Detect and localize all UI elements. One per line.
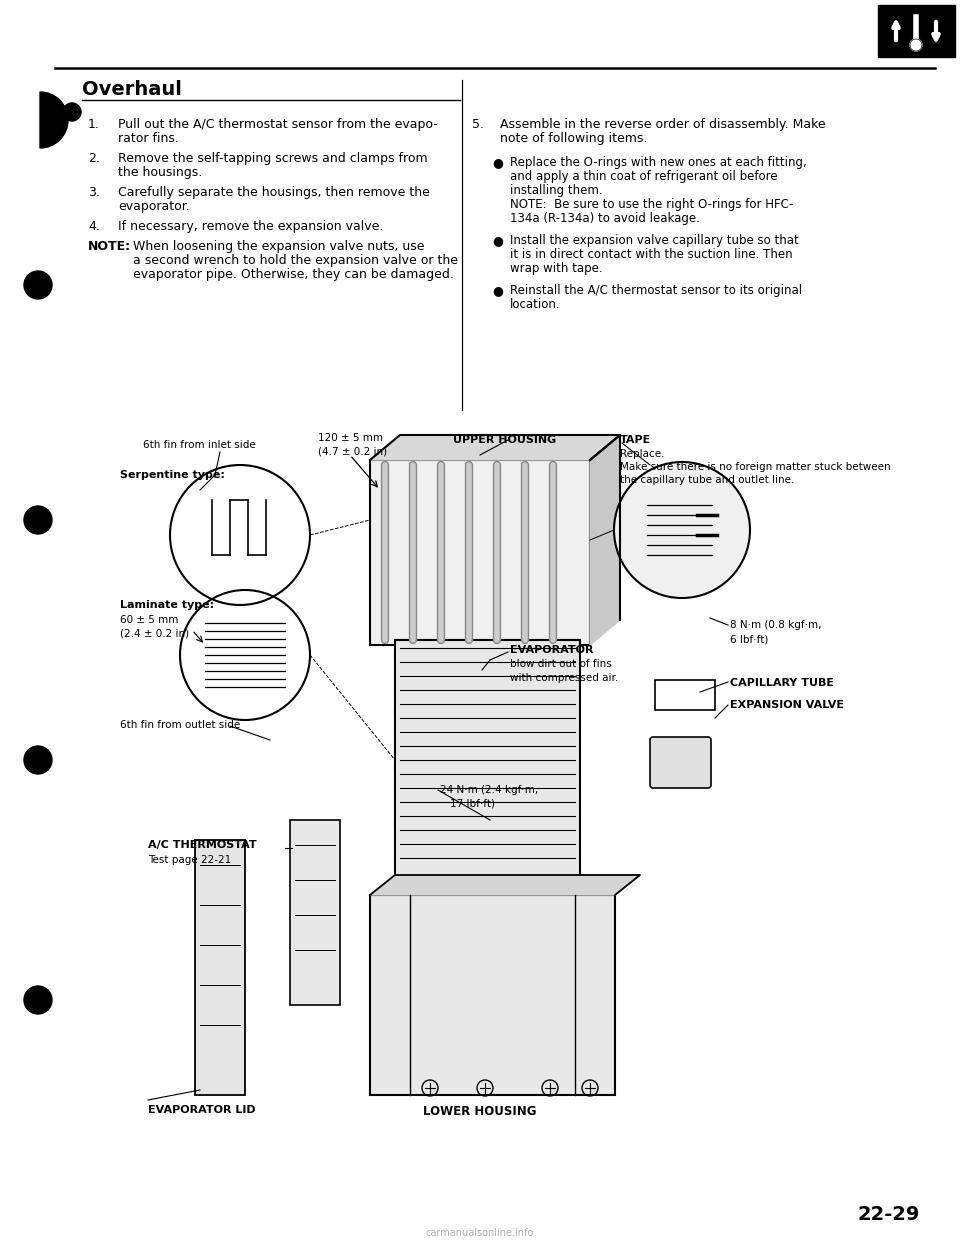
Text: Test page 22-21: Test page 22-21: [148, 854, 231, 864]
Bar: [195, 840, 245, 1095]
Polygon shape: [370, 876, 640, 895]
Text: with compressed air.: with compressed air.: [510, 673, 618, 683]
Bar: [395, 640, 580, 881]
Text: NOTE:: NOTE:: [88, 240, 132, 253]
Text: 4.: 4.: [88, 220, 100, 233]
Bar: [370, 895, 615, 1095]
Text: Pull out the A/C thermostat sensor from the evapo-: Pull out the A/C thermostat sensor from …: [118, 118, 438, 130]
Text: 3.: 3.: [88, 186, 100, 199]
Text: EXPANSION VALVE: EXPANSION VALVE: [730, 700, 844, 710]
Text: 22-29: 22-29: [857, 1205, 920, 1225]
Text: 6th fin from outlet side: 6th fin from outlet side: [120, 720, 240, 730]
Text: note of following items.: note of following items.: [500, 132, 647, 145]
Text: 6th fin from inlet side: 6th fin from inlet side: [143, 440, 255, 450]
Text: (2.4 ± 0.2 in): (2.4 ± 0.2 in): [120, 628, 189, 638]
Text: Replace the O-rings with new ones at each fitting,: Replace the O-rings with new ones at eac…: [510, 156, 806, 169]
Text: TAPE: TAPE: [620, 435, 651, 445]
Text: Overhaul: Overhaul: [82, 79, 181, 99]
Polygon shape: [370, 435, 620, 460]
Text: ●: ●: [492, 233, 503, 247]
Text: it is in direct contact with the suction line. Then: it is in direct contact with the suction…: [510, 248, 793, 261]
Text: the housings.: the housings.: [118, 166, 203, 179]
Text: NOTE:  Be sure to use the right O-rings for HFC-: NOTE: Be sure to use the right O-rings f…: [510, 197, 793, 211]
Text: Carefully separate the housings, then remove the: Carefully separate the housings, then re…: [118, 186, 430, 199]
Text: (4.7 ± 0.2 in): (4.7 ± 0.2 in): [318, 447, 387, 457]
Text: UPPER HOUSING: UPPER HOUSING: [453, 435, 556, 445]
Text: 6 lbf·ft): 6 lbf·ft): [730, 633, 768, 645]
Polygon shape: [590, 435, 620, 645]
Text: 8 N·m (0.8 kgf·m,: 8 N·m (0.8 kgf·m,: [730, 620, 822, 630]
Text: carmanualsonline.info: carmanualsonline.info: [426, 1228, 534, 1238]
Text: 120 ± 5 mm: 120 ± 5 mm: [318, 433, 383, 443]
Text: wrap with tape.: wrap with tape.: [510, 262, 603, 274]
Circle shape: [24, 746, 52, 774]
Bar: [878, 5, 955, 57]
Text: Assemble in the reverse order of disassembly. Make: Assemble in the reverse order of disasse…: [500, 118, 826, 130]
Text: A/C THERMOSTAT: A/C THERMOSTAT: [148, 840, 256, 850]
Text: 5.: 5.: [472, 118, 484, 130]
Text: evaporator.: evaporator.: [118, 200, 190, 212]
Text: EVAPORATOR LID: EVAPORATOR LID: [148, 1105, 255, 1115]
Text: Serpentine type:: Serpentine type:: [120, 469, 225, 479]
Text: LOWER HOUSING: LOWER HOUSING: [423, 1105, 537, 1118]
Wedge shape: [40, 92, 68, 148]
Circle shape: [24, 271, 52, 299]
Text: 17 lbf·ft): 17 lbf·ft): [450, 799, 495, 809]
Circle shape: [24, 505, 52, 534]
Text: Remove the self-tapping screws and clamps from: Remove the self-tapping screws and clamp…: [118, 152, 427, 165]
Text: 24 N·m (2.4 kgf·m,: 24 N·m (2.4 kgf·m,: [440, 785, 539, 795]
Circle shape: [63, 103, 81, 120]
FancyBboxPatch shape: [650, 737, 711, 787]
Text: When loosening the expansion valve nuts, use: When loosening the expansion valve nuts,…: [133, 240, 424, 253]
Text: EVAPORATOR: EVAPORATOR: [510, 645, 593, 655]
Text: 60 ± 5 mm: 60 ± 5 mm: [120, 615, 179, 625]
Text: location.: location.: [510, 298, 561, 310]
Text: a second wrench to hold the expansion valve or the: a second wrench to hold the expansion va…: [133, 255, 458, 267]
Text: the capillary tube and outlet line.: the capillary tube and outlet line.: [620, 474, 794, 484]
Text: evaporator pipe. Otherwise, they can be damaged.: evaporator pipe. Otherwise, they can be …: [133, 268, 454, 281]
Bar: [655, 681, 715, 710]
Text: 1.: 1.: [88, 118, 100, 130]
Circle shape: [910, 39, 922, 51]
Text: installing them.: installing them.: [510, 184, 603, 197]
Text: Laminate type:: Laminate type:: [120, 600, 214, 610]
Text: Install the expansion valve capillary tube so that: Install the expansion valve capillary tu…: [510, 233, 799, 247]
Circle shape: [24, 986, 52, 1013]
Text: If necessary, remove the expansion valve.: If necessary, remove the expansion valve…: [118, 220, 383, 233]
Bar: [290, 820, 340, 1005]
Circle shape: [614, 462, 750, 597]
Text: 134a (R-134a) to avoid leakage.: 134a (R-134a) to avoid leakage.: [510, 212, 700, 225]
Bar: [370, 460, 590, 645]
Text: Replace.: Replace.: [620, 450, 664, 460]
Text: 2.: 2.: [88, 152, 100, 165]
Text: CAPILLARY TUBE: CAPILLARY TUBE: [730, 678, 834, 688]
Text: Make sure there is no foreign matter stuck between: Make sure there is no foreign matter stu…: [620, 462, 891, 472]
Text: and apply a thin coat of refrigerant oil before: and apply a thin coat of refrigerant oil…: [510, 170, 778, 183]
Text: ●: ●: [492, 156, 503, 169]
Text: blow dirt out of fins: blow dirt out of fins: [510, 660, 612, 669]
Text: rator fins.: rator fins.: [118, 132, 179, 145]
Text: ●: ●: [492, 284, 503, 297]
Text: Reinstall the A/C thermostat sensor to its original: Reinstall the A/C thermostat sensor to i…: [510, 284, 803, 297]
